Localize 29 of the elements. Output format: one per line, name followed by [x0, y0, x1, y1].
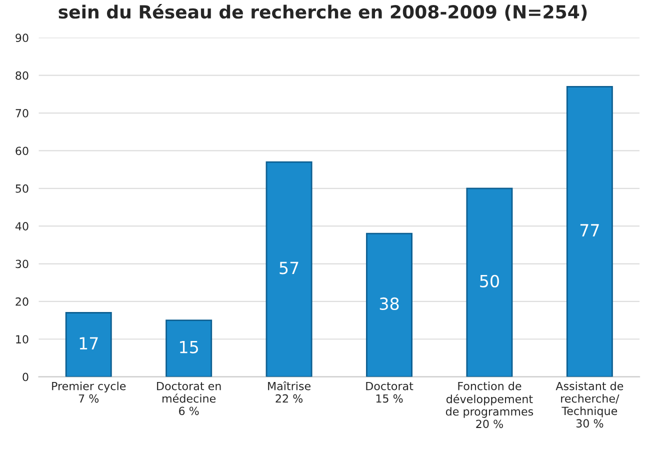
y-tick-label: 60 [16, 146, 28, 156]
bar [166, 320, 212, 377]
x-tick-label: Maîtrise 22 % [268, 381, 311, 403]
y-tick-label: 20 [16, 297, 28, 306]
y-tick-label: 30 [16, 260, 28, 268]
bar [566, 86, 613, 377]
bar [366, 232, 412, 377]
data-label: 50 [480, 274, 499, 288]
x-tick-label: Fonction de développement de programmes 20 % [446, 382, 534, 428]
y-tick-label: 70 [16, 109, 28, 118]
x-tick-label: Premier cycle 7 % [52, 382, 126, 403]
chart-title: sein du Réseau de recherche en 2008-2009 (N=254) [58, 4, 587, 21]
y-tick-label: 10 [16, 335, 28, 344]
x-tick-label: Assistant de recherche/ Technique 30 % [556, 382, 624, 428]
data-label: 57 [280, 262, 298, 274]
y-tick-label: 40 [15, 222, 28, 230]
bar [266, 161, 312, 377]
data-label: 17 [80, 337, 98, 350]
y-tick-label: 90 [16, 34, 28, 42]
bar [65, 312, 112, 377]
x-tick-label: Doctorat 15 % [366, 382, 414, 403]
data-label: 38 [380, 297, 399, 310]
bar [466, 188, 513, 377]
data-label: 77 [580, 224, 599, 236]
x-tick-label: Doctorat en médecine 6 % [157, 382, 221, 416]
y-tick-label: 0 [22, 372, 28, 382]
data-label: 15 [180, 340, 198, 354]
y-tick-label: 50 [16, 184, 28, 193]
y-tick-label: 80 [16, 71, 28, 80]
